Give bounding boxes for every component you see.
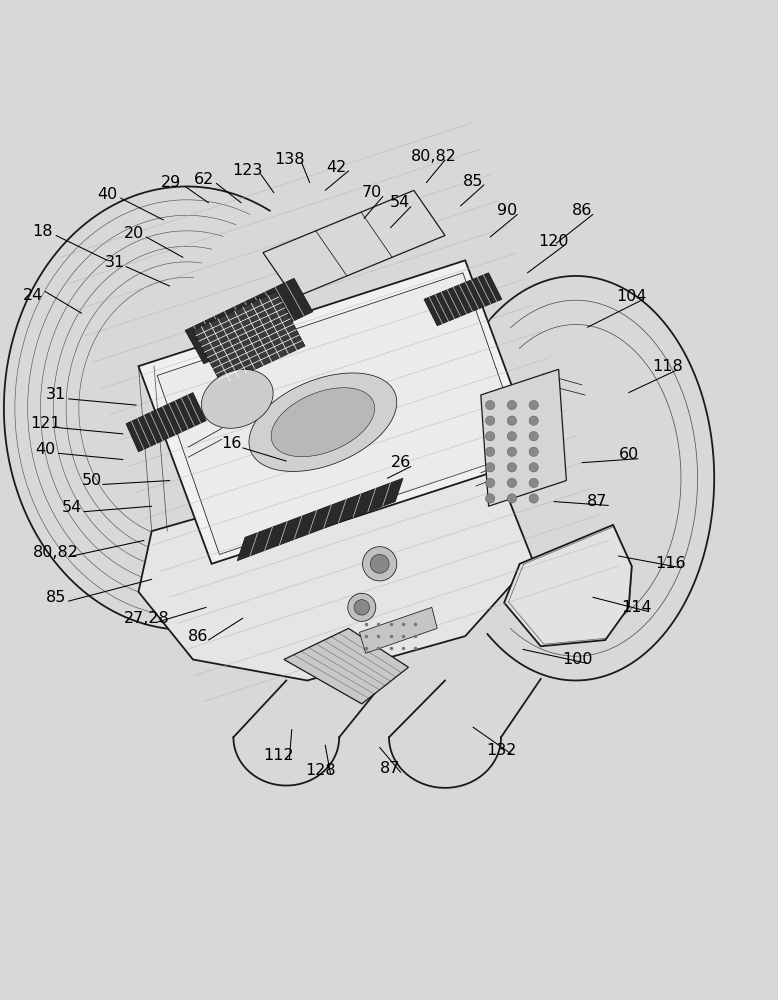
Text: 86: 86 [188, 629, 209, 644]
Circle shape [485, 447, 495, 456]
Text: 80,82: 80,82 [412, 149, 457, 164]
Text: 112: 112 [263, 748, 294, 763]
Circle shape [485, 416, 495, 425]
Text: 24: 24 [23, 288, 43, 303]
Polygon shape [272, 388, 374, 457]
Polygon shape [359, 607, 437, 653]
Text: 27,28: 27,28 [124, 611, 169, 626]
Text: 18: 18 [33, 224, 53, 239]
Circle shape [507, 478, 517, 488]
Circle shape [529, 494, 538, 503]
Polygon shape [237, 478, 403, 561]
Circle shape [485, 463, 495, 472]
Polygon shape [138, 260, 538, 564]
Text: 128: 128 [305, 763, 336, 778]
Text: 29: 29 [161, 175, 181, 190]
Polygon shape [202, 369, 273, 428]
Circle shape [363, 547, 397, 581]
Text: 87: 87 [587, 494, 608, 509]
Text: 114: 114 [621, 600, 652, 615]
Text: 132: 132 [486, 743, 517, 758]
Polygon shape [157, 273, 525, 554]
Polygon shape [193, 291, 305, 385]
Text: 20: 20 [124, 226, 144, 241]
Text: 118: 118 [652, 359, 683, 374]
Polygon shape [504, 525, 632, 646]
Circle shape [507, 416, 517, 425]
Circle shape [529, 478, 538, 488]
Circle shape [507, 400, 517, 410]
Circle shape [529, 416, 538, 425]
Text: 123: 123 [232, 163, 263, 178]
Text: 116: 116 [655, 556, 686, 571]
Text: 85: 85 [46, 590, 66, 605]
Circle shape [485, 400, 495, 410]
Text: 121: 121 [30, 416, 61, 431]
Circle shape [354, 600, 370, 615]
Text: 70: 70 [362, 185, 382, 200]
Text: 87: 87 [380, 761, 401, 776]
Text: 100: 100 [562, 652, 593, 667]
Text: 90: 90 [497, 203, 517, 218]
Polygon shape [284, 628, 408, 704]
Text: 31: 31 [46, 387, 66, 402]
Text: 31: 31 [105, 255, 125, 270]
Text: 40: 40 [97, 187, 117, 202]
Circle shape [507, 494, 517, 503]
Polygon shape [263, 190, 445, 298]
Text: 54: 54 [61, 500, 82, 515]
Text: 54: 54 [390, 195, 410, 210]
Polygon shape [138, 436, 533, 680]
Circle shape [485, 432, 495, 441]
Text: 16: 16 [222, 436, 242, 451]
Circle shape [507, 432, 517, 441]
Text: 42: 42 [326, 160, 346, 175]
Circle shape [529, 463, 538, 472]
Text: 26: 26 [391, 455, 411, 470]
Circle shape [485, 494, 495, 503]
Circle shape [529, 447, 538, 456]
Text: 62: 62 [194, 172, 214, 187]
Circle shape [348, 593, 376, 621]
Circle shape [507, 463, 517, 472]
Text: 40: 40 [35, 442, 55, 457]
Circle shape [370, 554, 389, 573]
Text: 50: 50 [82, 473, 102, 488]
Text: 80,82: 80,82 [33, 545, 79, 560]
Text: 60: 60 [619, 447, 639, 462]
Polygon shape [249, 373, 397, 471]
Circle shape [529, 400, 538, 410]
Text: 86: 86 [572, 203, 592, 218]
Polygon shape [185, 278, 313, 364]
Circle shape [529, 432, 538, 441]
Circle shape [485, 478, 495, 488]
Text: 85: 85 [463, 174, 483, 189]
Text: 120: 120 [538, 234, 569, 249]
Text: 138: 138 [274, 152, 305, 167]
Text: 104: 104 [616, 289, 647, 304]
Polygon shape [424, 273, 502, 326]
Circle shape [507, 447, 517, 456]
Polygon shape [126, 393, 206, 452]
Polygon shape [481, 369, 566, 506]
